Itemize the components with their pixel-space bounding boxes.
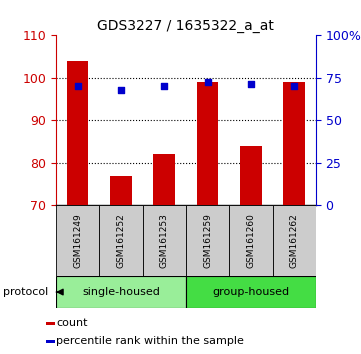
Title: GDS3227 / 1635322_a_at: GDS3227 / 1635322_a_at xyxy=(97,19,274,33)
Point xyxy=(161,83,167,88)
Text: GSM161260: GSM161260 xyxy=(247,213,255,268)
Bar xyxy=(46,340,56,343)
Bar xyxy=(229,205,273,276)
Bar xyxy=(186,276,316,308)
Bar xyxy=(153,154,175,205)
Point xyxy=(75,83,81,88)
Bar xyxy=(46,322,56,325)
Text: single-housed: single-housed xyxy=(82,287,160,297)
Bar xyxy=(56,276,186,308)
Text: percentile rank within the sample: percentile rank within the sample xyxy=(56,336,244,346)
Text: GSM161262: GSM161262 xyxy=(290,213,299,268)
Text: group-housed: group-housed xyxy=(212,287,290,297)
Bar xyxy=(197,82,218,205)
Text: GSM161252: GSM161252 xyxy=(117,213,125,268)
Bar xyxy=(143,205,186,276)
Bar xyxy=(240,146,262,205)
Bar xyxy=(56,205,99,276)
Text: count: count xyxy=(56,318,88,329)
Bar xyxy=(99,205,143,276)
Bar xyxy=(110,176,132,205)
Bar xyxy=(186,205,229,276)
Point xyxy=(205,79,210,85)
Point xyxy=(118,87,124,93)
Text: GSM161253: GSM161253 xyxy=(160,213,169,268)
Bar xyxy=(67,61,88,205)
Text: protocol: protocol xyxy=(4,287,49,297)
Bar xyxy=(273,205,316,276)
Text: GSM161249: GSM161249 xyxy=(73,213,82,268)
Point xyxy=(248,81,254,87)
Text: GSM161259: GSM161259 xyxy=(203,213,212,268)
Bar xyxy=(283,82,305,205)
Point xyxy=(291,83,297,88)
